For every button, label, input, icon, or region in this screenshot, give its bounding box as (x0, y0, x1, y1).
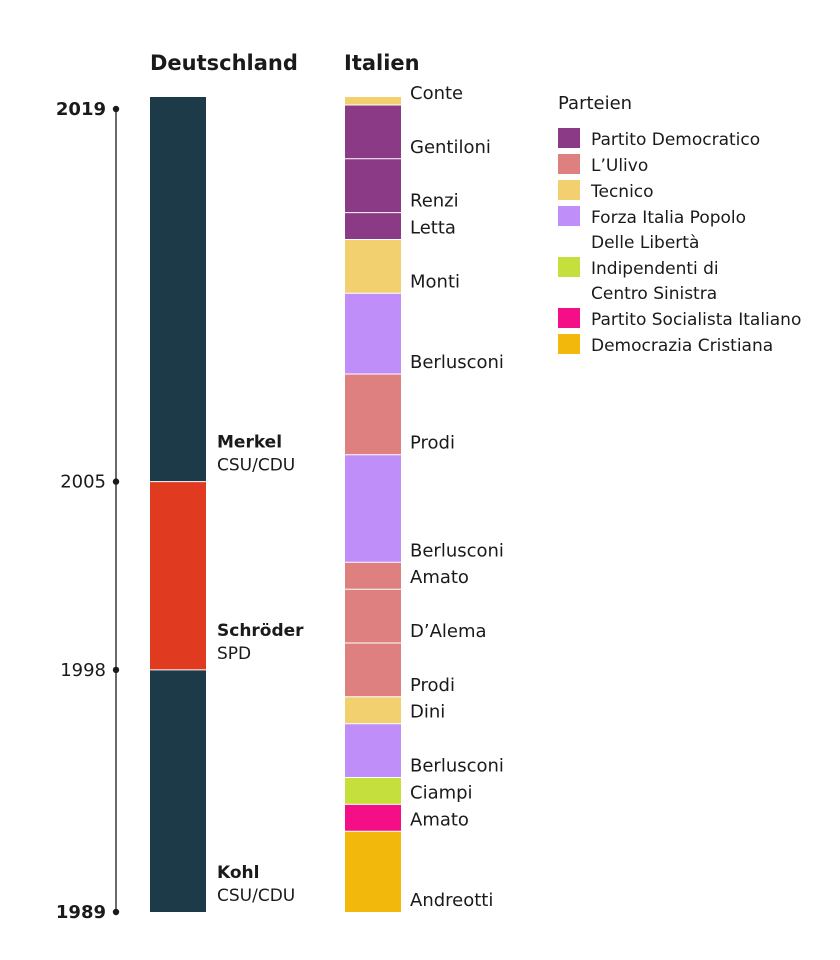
legend-label: Forza Italia Popolo (591, 208, 746, 228)
italy-segment-prodi (345, 643, 401, 697)
italy-pm-label: Berlusconi (410, 352, 504, 373)
italy-pm-label: Gentiloni (410, 137, 491, 158)
legend-title: Parteien (558, 93, 632, 114)
italy-segment-gentiloni (345, 105, 401, 159)
legend-swatch (558, 257, 580, 277)
italy-pm-label: Dini (410, 702, 445, 723)
italy-segment-berlusconi (345, 293, 401, 374)
italy-segment-dini (345, 696, 401, 724)
year-tick-label: 2005 (60, 472, 106, 493)
italy-pm-label: Monti (410, 271, 460, 292)
italy-pm-label: Renzi (410, 191, 459, 212)
italy-pm-label: Berlusconi (410, 540, 504, 561)
legend-label: Partito Socialista Italiano (591, 310, 801, 330)
italy-segment-andreotti (345, 831, 401, 912)
italy-segment-conte (345, 97, 401, 105)
legend-swatch (558, 334, 580, 354)
legend-label: Partito Democratico (591, 130, 760, 150)
legend-swatch (558, 206, 580, 226)
italy-segment-berlusconi (345, 723, 401, 778)
italy-bar: Andreotti Amato Ciampi Berlusconi Dini Prodi D… (345, 83, 504, 912)
legend-swatch (558, 308, 580, 328)
germany-leader-party: CSU/CDU (217, 456, 295, 476)
italy-pm-label: Conte (410, 83, 463, 104)
year-tick-label: 1989 (56, 902, 106, 923)
germany-leader-party: CSU/CDU (217, 886, 295, 906)
legend: Parteien Partito Democratico L’Ulivo Tecni… (558, 93, 801, 356)
year-tick-dot (112, 908, 120, 916)
italy-segment-amato (345, 562, 401, 590)
italy-segment-berlusconi (345, 454, 401, 563)
legend-label: Democrazia Cristiana (591, 336, 773, 356)
italy-segment-monti (345, 239, 401, 294)
germany-leader-name: Schröder (217, 621, 304, 641)
germany-leader-name: Kohl (217, 863, 259, 883)
italy-pm-label: Ciampi (410, 782, 473, 803)
legend-swatch (558, 128, 580, 148)
italy-pm-label: Prodi (410, 433, 455, 454)
legend-label: Centro Sinistra (591, 284, 717, 304)
legend-label: Delle Libertà (591, 233, 699, 253)
germany-bar: Kohl CSU/CDU Schröder SPD Merkel CSU/CDU (150, 97, 304, 912)
year-axis: 2019 2005 1998 1989 (56, 99, 120, 923)
year-tick-label: 1998 (60, 660, 106, 681)
legend-label: L’Ulivo (591, 156, 648, 176)
germany-segment-kohl (150, 669, 206, 912)
germany-column-title: Deutschland (150, 51, 298, 75)
italy-segment-d-alema (345, 589, 401, 643)
italy-pm-label: Andreotti (410, 890, 493, 911)
legend-swatch (558, 154, 580, 174)
italy-pm-label: Prodi (410, 675, 455, 696)
italy-segment-ciampi (345, 777, 401, 805)
italy-pm-label: Berlusconi (410, 756, 504, 777)
italy-segment-letta (345, 212, 401, 240)
germany-leader-name: Merkel (217, 433, 282, 453)
italy-pm-label: Amato (410, 567, 469, 588)
germany-segment-merkel (150, 97, 206, 482)
germany-leader-party: SPD (217, 644, 251, 664)
italy-column-title: Italien (344, 51, 420, 75)
legend-label: Tecnico (590, 182, 654, 202)
italy-segment-amato (345, 804, 401, 832)
year-tick-dot (112, 666, 120, 674)
germany-segment-schroder (150, 481, 206, 670)
italy-pm-label: Letta (410, 218, 456, 239)
year-tick-dot (112, 105, 120, 113)
year-tick-dot (112, 478, 120, 485)
legend-label: Indipendenti di (591, 259, 719, 279)
year-tick-label: 2019 (56, 99, 106, 120)
legend-swatch (558, 180, 580, 200)
italy-pm-label: Amato (410, 809, 469, 830)
italy-segment-prodi (345, 374, 401, 455)
italy-pm-label: D’Alema (410, 621, 487, 642)
italy-segment-renzi (345, 158, 401, 213)
